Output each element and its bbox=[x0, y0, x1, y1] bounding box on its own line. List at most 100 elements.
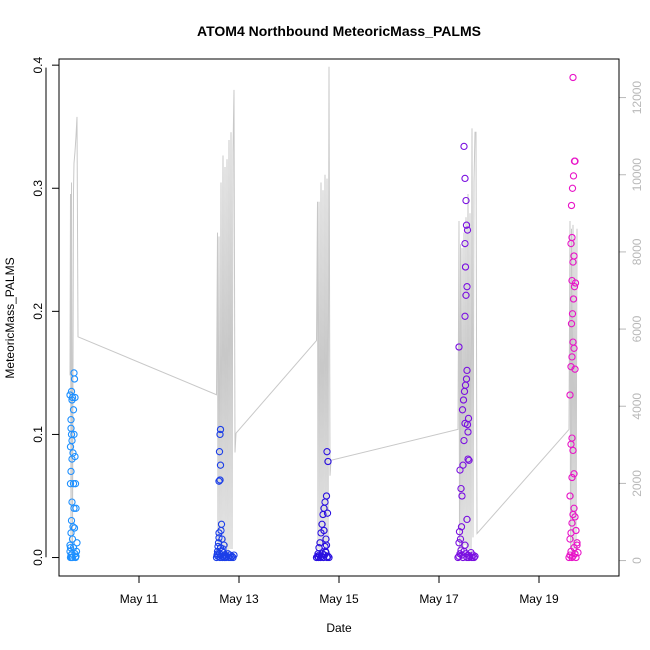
data-point bbox=[461, 312, 469, 320]
data-point bbox=[68, 436, 76, 445]
data-point bbox=[216, 461, 225, 469]
data-point bbox=[68, 553, 77, 562]
data-point bbox=[67, 424, 75, 432]
data-point bbox=[571, 157, 579, 165]
data-point bbox=[462, 375, 471, 383]
data-point bbox=[572, 553, 580, 562]
data-point bbox=[67, 416, 75, 424]
data-point bbox=[72, 504, 80, 512]
y2-axis: 0 2000 4000 6000 8000 10000 12000 bbox=[618, 81, 644, 564]
data-point bbox=[69, 544, 78, 552]
data-point bbox=[574, 548, 582, 557]
data-point bbox=[216, 430, 224, 439]
data-point bbox=[463, 226, 472, 234]
data-point bbox=[568, 310, 577, 318]
data-point bbox=[461, 239, 469, 248]
data-point bbox=[215, 448, 224, 456]
y-axis: 0.0 0.1 0.2 0.3 0.4 bbox=[31, 56, 59, 566]
data-point bbox=[465, 456, 473, 464]
data-point bbox=[321, 498, 329, 506]
data-point bbox=[573, 541, 581, 549]
data-point bbox=[69, 480, 78, 488]
x-tick-label: May 17 bbox=[419, 592, 459, 606]
data-point bbox=[70, 430, 78, 439]
data-point bbox=[569, 172, 578, 180]
x-tick-label: May 13 bbox=[219, 592, 259, 606]
x-tick-label: May 19 bbox=[519, 592, 559, 606]
data-point bbox=[464, 455, 472, 463]
data-point bbox=[569, 295, 578, 303]
y2-tick-label: 8000 bbox=[630, 238, 644, 265]
plot-frame bbox=[58, 58, 620, 577]
data-point bbox=[217, 520, 226, 528]
data-point bbox=[66, 480, 75, 488]
data-point bbox=[459, 461, 467, 469]
data-point bbox=[324, 552, 332, 560]
data-point bbox=[455, 528, 464, 536]
data-point bbox=[568, 473, 576, 482]
data-point bbox=[71, 393, 79, 402]
data-point bbox=[323, 553, 331, 562]
data-point bbox=[320, 526, 328, 535]
data-point bbox=[568, 353, 576, 361]
x-tick-label: May 11 bbox=[120, 592, 159, 606]
data-point bbox=[69, 523, 77, 531]
data-point bbox=[71, 480, 80, 488]
data-point bbox=[463, 515, 471, 524]
x-axis: May 11 May 13 May 15 May 17 May 19 bbox=[120, 575, 559, 606]
data-point bbox=[462, 196, 470, 205]
y-tick-label: 0.4 bbox=[31, 56, 45, 73]
data-point bbox=[460, 142, 468, 151]
data-point bbox=[325, 553, 333, 562]
data-point bbox=[570, 470, 578, 478]
series-2 bbox=[212, 425, 238, 562]
altitude-line-layer bbox=[69, 66, 578, 553]
y-axis-label: MeteoricMass_PALMS bbox=[3, 257, 17, 378]
data-point bbox=[462, 291, 470, 299]
data-point bbox=[68, 393, 77, 402]
data-point bbox=[70, 524, 79, 532]
data-point bbox=[218, 535, 226, 543]
data-point bbox=[68, 535, 77, 543]
series-4 bbox=[454, 142, 479, 562]
data-point bbox=[459, 396, 468, 404]
data-point bbox=[463, 366, 471, 375]
data-point bbox=[455, 343, 463, 351]
data-point bbox=[570, 283, 579, 291]
data-point bbox=[455, 539, 463, 547]
series-1 bbox=[66, 369, 81, 562]
data-point bbox=[457, 484, 465, 493]
data-point bbox=[460, 436, 468, 445]
data-point bbox=[458, 492, 466, 500]
y-tick-label: 0.0 bbox=[31, 549, 45, 566]
data-point bbox=[567, 201, 576, 210]
data-point bbox=[323, 509, 332, 517]
y-ticks: 0.0 0.1 0.2 0.3 0.4 bbox=[31, 56, 59, 566]
data-point bbox=[70, 504, 78, 512]
data-point bbox=[215, 477, 223, 485]
data-point bbox=[316, 539, 324, 547]
data-point bbox=[568, 519, 576, 527]
data-point bbox=[72, 552, 80, 560]
y2-tick-label: 12000 bbox=[630, 81, 644, 115]
y-tick-label: 0.3 bbox=[31, 180, 45, 197]
data-point bbox=[458, 406, 467, 414]
data-point bbox=[454, 553, 462, 562]
data-point bbox=[470, 553, 478, 562]
data-point bbox=[73, 539, 81, 547]
x-tick-label: May 15 bbox=[319, 592, 359, 606]
y-tick-label: 0.1 bbox=[31, 426, 45, 443]
y-tick-label: 0.2 bbox=[31, 303, 45, 320]
data-point bbox=[571, 365, 579, 373]
data-point bbox=[216, 476, 224, 484]
data-point bbox=[463, 283, 471, 291]
data-point bbox=[566, 391, 574, 399]
data-point bbox=[68, 498, 76, 506]
y2-tick-label: 2000 bbox=[630, 470, 644, 497]
data-point bbox=[568, 184, 577, 192]
data-point bbox=[461, 174, 469, 183]
data-point bbox=[569, 73, 577, 82]
data-point bbox=[570, 252, 578, 260]
data-point bbox=[67, 467, 75, 476]
data-point bbox=[462, 221, 471, 229]
